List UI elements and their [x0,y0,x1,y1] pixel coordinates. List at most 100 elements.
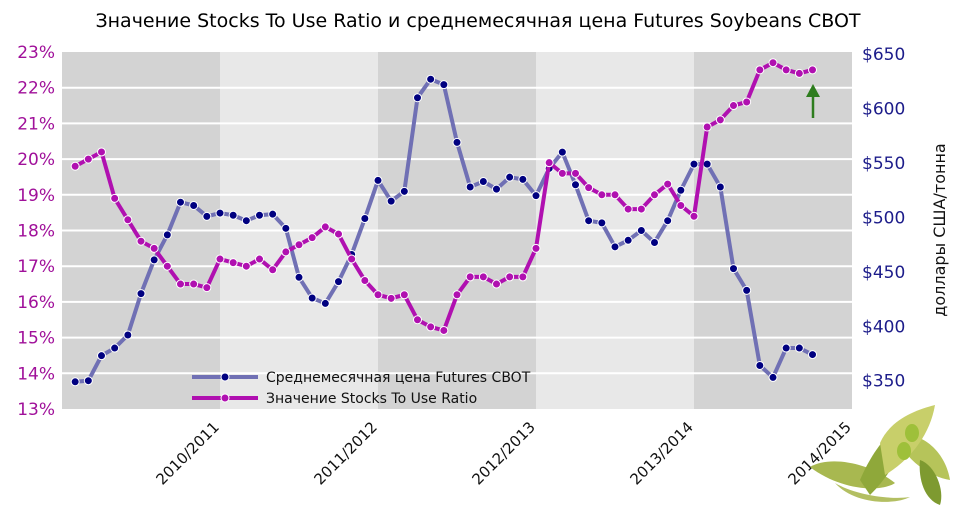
data-point-price [478,177,488,187]
data-point-price [307,293,317,303]
data-point-ratio [742,97,752,107]
left-tick-label: 21% [17,114,55,134]
data-point-price [663,216,673,226]
data-point-price [808,350,817,360]
data-point-price [334,277,343,287]
data-point-price [584,216,594,226]
x-tick-label: 2010/2011 [153,418,223,488]
data-point-ratio [676,201,686,211]
data-point-ratio [729,101,738,111]
data-point-ratio [149,243,159,253]
data-point-price [413,93,422,103]
data-point-ratio [136,236,146,246]
data-point-ratio [518,272,528,282]
data-point-ratio [268,265,278,275]
right-tick-label: $400 [862,317,905,337]
data-point-ratio [794,68,804,78]
right-axis-ticks: $350 $400 $450 $500 $550 $600 $650 [862,45,905,392]
data-point-ratio [202,283,212,293]
left-tick-label: 19% [17,186,55,206]
data-point-ratio [307,233,317,243]
data-point-price [294,272,304,282]
left-tick-label: 16% [17,293,55,313]
data-point-price [255,210,264,220]
data-point-ratio [228,258,238,268]
data-point-ratio [702,122,712,132]
data-point-price [373,175,383,185]
data-point-ratio [610,190,620,200]
right-tick-label: $600 [862,100,905,120]
left-tick-label: 14% [17,364,55,384]
data-point-price [676,185,686,195]
data-point-price [110,343,120,353]
data-point-price [136,289,146,299]
data-point-price [492,184,501,194]
left-tick-label: 15% [17,329,55,349]
data-point-price [597,218,607,228]
data-point-ratio [808,65,817,75]
left-tick-label: 23% [17,43,55,63]
data-point-price [360,214,370,224]
data-point-ratio [215,254,225,264]
data-point-ratio [597,190,607,200]
data-point-ratio [781,65,791,75]
data-point-price [426,74,436,84]
data-point-ratio [373,290,383,300]
legend-item-ratio[interactable]: Значение Stocks To Use Ratio [192,391,477,407]
data-point-ratio [162,261,172,271]
data-point-price [320,298,330,308]
data-point-ratio [768,58,778,68]
left-tick-label: 17% [17,257,55,277]
data-point-price [452,137,462,147]
data-point-price [281,223,291,233]
data-point-ratio [281,247,291,257]
data-point-ratio [123,215,133,225]
data-point-price [386,196,396,206]
left-tick-label: 18% [17,222,55,242]
data-point-ratio [386,293,396,303]
data-point-ratio [715,115,725,125]
data-point-ratio [465,272,475,282]
data-point-ratio [584,183,594,193]
right-tick-label: $350 [862,372,905,392]
data-point-ratio [176,279,185,289]
data-point-ratio [636,204,646,214]
right-tick-label: $450 [862,263,905,283]
series-layer [70,58,817,387]
data-point-ratio [452,290,462,300]
data-point-price [268,209,278,219]
data-point-price [505,172,515,182]
data-point-price [465,182,475,192]
data-point-price [636,226,646,235]
data-point-ratio [255,254,264,264]
legend-item-price[interactable]: Среднемесячная цена Futures CBOT [192,370,531,386]
data-point-ratio [505,272,515,282]
data-point-price [241,216,251,226]
legend-label-price: Среднемесячная цена Futures CBOT [266,370,531,386]
data-point-ratio [110,193,120,203]
data-point-ratio [689,211,699,221]
data-point-ratio [189,279,199,289]
left-tick-label: 20% [17,150,55,170]
data-point-ratio [531,243,541,253]
green-up-arrow-icon [806,84,820,118]
x-tick-label: 2011/2012 [311,418,381,488]
chart-title: Значение Stocks To Use Ratio и среднемес… [95,10,860,32]
data-point-price [755,360,765,370]
data-point-price [149,255,159,265]
data-point-price [202,211,212,221]
data-point-ratio [399,290,409,300]
data-point-ratio [320,222,330,232]
data-point-ratio [347,254,357,264]
data-point-price [768,372,778,382]
data-point-ratio [439,325,449,335]
data-point-ratio [755,65,765,75]
data-point-ratio [478,272,488,282]
data-point-ratio [650,190,659,200]
x-tick-label: 2013/2014 [627,418,697,488]
data-point-ratio [360,275,370,285]
data-point-price [162,230,172,240]
legend-label-ratio: Значение Stocks To Use Ratio [266,391,477,407]
left-tick-label: 22% [17,79,55,99]
data-point-price [70,377,80,387]
